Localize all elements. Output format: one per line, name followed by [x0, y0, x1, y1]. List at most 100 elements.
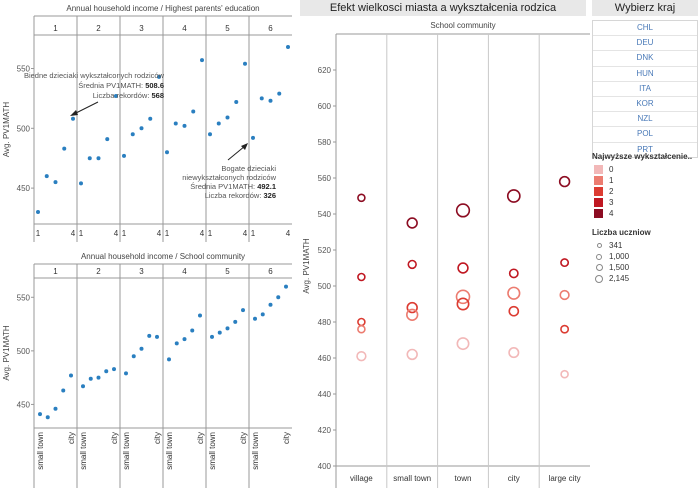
data-point [114, 94, 118, 99]
y-tick-label: 550 [17, 64, 31, 73]
data-point [96, 156, 101, 161]
data-point [191, 109, 196, 114]
x-tick-label: 1 [208, 229, 213, 238]
legend-count-item: 1,500 [592, 262, 698, 273]
data-point [208, 132, 212, 137]
data-point [122, 153, 126, 158]
country-item-ita[interactable]: ITA [593, 82, 697, 97]
data-point [112, 367, 116, 372]
data-point [268, 302, 273, 307]
chart-title: Annual household income / School communi… [81, 252, 245, 261]
data-point [286, 44, 290, 49]
data-point [260, 312, 265, 317]
legend-education-title: Najwyższe wykształcenie.. [592, 152, 693, 161]
y-tick-label: 400 [318, 462, 332, 471]
y-axis-label: Avg. PV1MATH [2, 325, 11, 381]
data-bubble [508, 347, 520, 359]
y-tick-label: 540 [318, 210, 332, 219]
data-bubble [456, 337, 470, 351]
x-tick-label: small town [208, 432, 217, 470]
country-selector: Wybierz kraj CHL DEU DNK HUN ITA KOR NZL… [592, 0, 698, 158]
chart-title: School community [430, 21, 495, 30]
y-tick-label: 450 [17, 400, 31, 409]
x-tick-label: town [455, 474, 472, 483]
data-point [233, 319, 238, 324]
y-tick-label: 420 [318, 426, 332, 435]
data-point [276, 295, 281, 300]
data-bubble [455, 203, 471, 218]
x-tick-label: 1 [122, 229, 127, 238]
country-item-dnk[interactable]: DNK [593, 51, 697, 67]
data-point [131, 354, 136, 359]
x-tick-label: 1 [36, 229, 41, 238]
legend-education-item[interactable]: 0 [592, 164, 698, 175]
data-point [148, 116, 153, 121]
legend-education-item[interactable]: 3 [592, 197, 698, 208]
x-tick-label: 4 [200, 229, 205, 238]
legend-swatch [594, 165, 603, 174]
data-point [182, 337, 187, 342]
x-tick-label: city [110, 432, 119, 444]
data-bubble [560, 369, 569, 379]
data-bubble [508, 268, 519, 279]
country-item-kor[interactable]: KOR [593, 97, 697, 113]
x-tick-label: 1 [79, 229, 84, 238]
country-item-deu[interactable]: DEU [593, 36, 697, 52]
legend-swatch [594, 187, 603, 196]
legend-panel: Najwyższe wykształcenie.. 0 1 2 3 4 Licz… [592, 152, 698, 284]
data-bubble [406, 348, 418, 361]
data-point [79, 181, 83, 186]
data-point [105, 137, 110, 142]
x-tick-label: city [239, 432, 248, 444]
annotation-line: Średnia PV1MATH: 508.6 [78, 81, 164, 90]
y-tick-label: 600 [318, 102, 332, 111]
legend-education-item[interactable]: 4 [592, 208, 698, 219]
data-point [182, 123, 187, 128]
x-tick-label: 4 [71, 229, 76, 238]
data-point [139, 346, 144, 351]
data-point [104, 369, 109, 374]
data-bubble [356, 351, 367, 362]
chart-school-community: School community village small town town cit… [302, 21, 590, 488]
data-point [259, 96, 264, 101]
chart-title: Annual household income / Highest parent… [66, 4, 259, 13]
x-tick-label: village [350, 474, 373, 483]
data-bubble [559, 289, 570, 301]
data-point [284, 284, 288, 289]
legend-education-item[interactable]: 1 [592, 175, 698, 186]
data-point [216, 121, 221, 126]
country-item-nzl[interactable]: NZL [593, 112, 697, 128]
y-tick-label: 520 [318, 246, 332, 255]
country-item-chl[interactable]: CHL [593, 21, 697, 37]
data-point [96, 375, 101, 380]
x-tick-label: small town [36, 432, 45, 470]
annotation-arrow-head [241, 143, 248, 150]
y-tick-label: 620 [318, 66, 332, 75]
x-tick-label: small town [79, 432, 88, 470]
data-bubble [406, 217, 418, 229]
panel-label: 6 [268, 24, 273, 33]
data-bubble [560, 258, 570, 268]
data-point [243, 61, 247, 66]
panel-label: 4 [182, 24, 187, 33]
data-bubble [457, 262, 469, 274]
country-item-pol[interactable]: POL [593, 127, 697, 143]
data-point [268, 98, 273, 103]
y-tick-label: 450 [17, 184, 31, 193]
panel-label: 6 [268, 267, 273, 276]
y-tick-label: 500 [17, 347, 31, 356]
panel-label: 2 [96, 267, 101, 276]
data-point [71, 116, 75, 121]
x-tick-label: small town [393, 474, 431, 483]
data-bubble [357, 272, 366, 282]
data-point [53, 406, 58, 411]
y-tick-label: 550 [17, 293, 31, 302]
legend-education-item[interactable]: 2 [592, 186, 698, 197]
x-tick-label: city [153, 432, 162, 444]
data-point [253, 316, 257, 321]
data-point [36, 210, 40, 215]
panel-label: 5 [225, 24, 230, 33]
country-item-prt[interactable]: PRT [637, 144, 653, 154]
data-point [174, 341, 179, 346]
country-item-hun[interactable]: HUN [593, 67, 697, 82]
